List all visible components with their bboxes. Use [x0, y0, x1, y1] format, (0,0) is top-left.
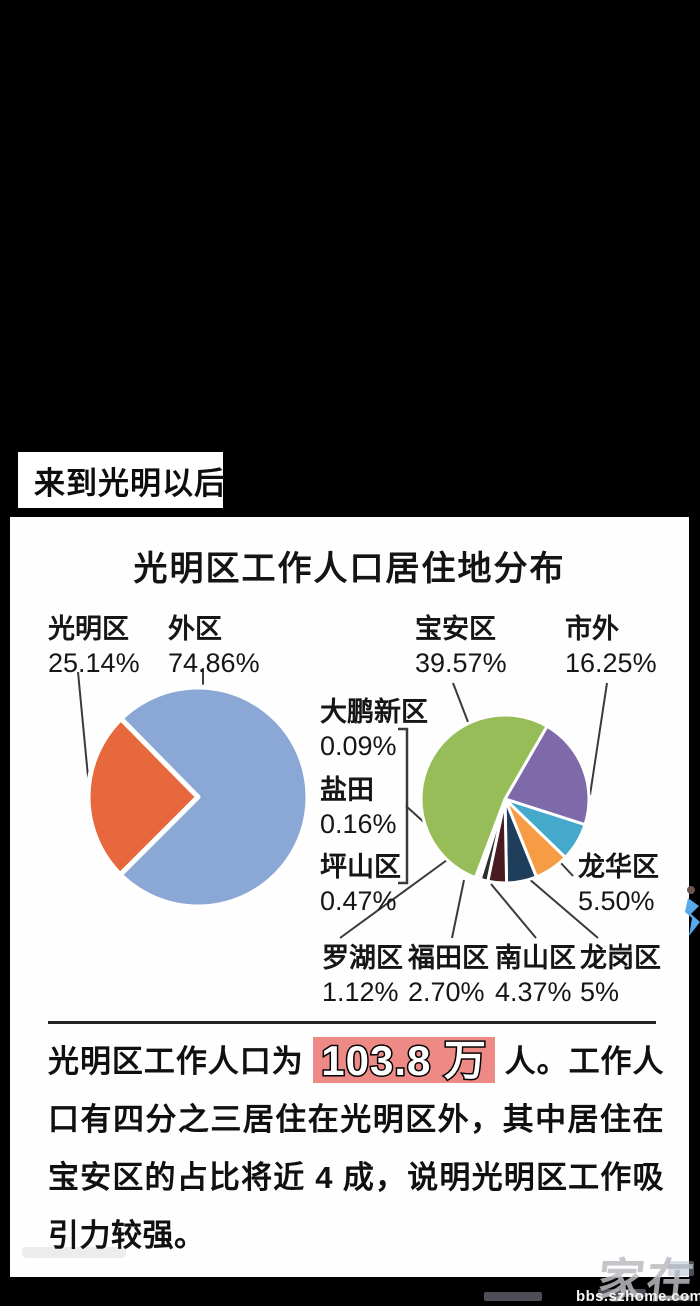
- leader-line: [452, 682, 469, 723]
- label-dapeng-name: 大鹏新区: [320, 697, 428, 727]
- subtitle-dash-2: [598, 1289, 646, 1297]
- label-waiqu-value: 74.86%: [168, 648, 260, 678]
- leader-line: [77, 671, 90, 788]
- label-longhua-value: 5.50%: [578, 886, 655, 916]
- label-guangming: 光明区 25.14%: [48, 612, 140, 680]
- label-pingshan: 坪山区 0.47%: [320, 850, 401, 918]
- label-futian-value: 2.70%: [408, 977, 485, 1007]
- label-nanshan: 南山区 4.37%: [495, 941, 576, 1009]
- summary-paragraph: 光明区工作人口为 103.8 万 人。工作人口有四分之三居住在光明区外，其中居住…: [48, 1033, 664, 1265]
- caption-tag-label: 来到光明以后: [34, 465, 226, 501]
- divider-line: [48, 1021, 656, 1024]
- pie-charts-svg: [77, 668, 608, 939]
- label-luohu-name: 罗湖区: [322, 943, 403, 973]
- label-luohu-value: 1.12%: [322, 977, 399, 1007]
- label-pingshan-value: 0.47%: [320, 886, 397, 916]
- leader-line: [527, 877, 599, 939]
- left-pie: [85, 684, 311, 910]
- label-shiwai-name: 市外: [565, 614, 619, 644]
- label-baoan-value: 39.57%: [415, 648, 507, 678]
- label-yantian-name: 盐田: [320, 775, 374, 805]
- pie-slice-市外: [503, 724, 591, 827]
- label-shiwai: 市外 16.25%: [565, 612, 657, 680]
- label-baoan: 宝安区 39.57%: [415, 612, 507, 680]
- label-dapeng-value: 0.09%: [320, 731, 397, 761]
- label-longgang-name: 龙岗区: [580, 943, 661, 973]
- label-pingshan-name: 坪山区: [320, 852, 401, 882]
- right-pie: [419, 713, 591, 885]
- leader-line: [451, 879, 465, 939]
- label-longgang-value: 5%: [580, 977, 620, 1007]
- label-luohu: 罗湖区 1.12%: [322, 941, 403, 1009]
- watermark-chip: [668, 1261, 694, 1276]
- pie-slice-宝安区: [419, 713, 549, 880]
- watermark-site-url: bbs.szhome.com: [576, 1288, 700, 1305]
- label-longhua-name: 龙华区: [578, 852, 659, 882]
- leader-line: [339, 859, 448, 939]
- label-yantian: 盐田 0.16%: [320, 773, 397, 841]
- pie-slice-外区: [117, 684, 311, 910]
- pie-slice-光明区: [85, 716, 201, 878]
- leader-line: [490, 883, 537, 939]
- faint-watermark-smudge: [22, 1247, 126, 1258]
- label-waiqu: 外区 74.86%: [168, 612, 260, 680]
- leader-line: [589, 682, 608, 796]
- chart-title: 光明区工作人口居住地分布: [133, 550, 566, 588]
- label-nanshan-value: 4.37%: [495, 977, 572, 1007]
- label-dapeng: 大鹏新区 0.09%: [320, 695, 428, 763]
- label-futian: 福田区 2.70%: [408, 941, 489, 1009]
- label-longhua: 龙华区 5.50%: [578, 850, 659, 918]
- summary-text-after: 人。工作人口有四分之三居住在光明区外，其中居住在宝安区的占比将近 4 成，说明光…: [48, 1044, 664, 1253]
- label-guangming-value: 25.14%: [48, 648, 140, 678]
- label-yantian-value: 0.16%: [320, 809, 397, 839]
- subtitle-dash-1: [484, 1292, 542, 1301]
- chart-panel: 光明区工作人口居住地分布 光明区 25.14% 外区 74.86% 宝安区 39…: [10, 517, 689, 1277]
- label-guangming-name: 光明区: [48, 614, 129, 644]
- caption-tag: 来到光明以后: [18, 452, 226, 508]
- small-slices-bracket: [398, 727, 409, 885]
- label-longgang: 龙岗区 5%: [580, 941, 661, 1009]
- label-shiwai-value: 16.25%: [565, 648, 657, 678]
- label-futian-name: 福田区: [408, 943, 489, 973]
- edge-watermark-icon: [685, 886, 700, 936]
- highlight-number: 103.8 万: [313, 1037, 496, 1084]
- label-nanshan-name: 南山区: [495, 943, 576, 973]
- label-waiqu-name: 外区: [168, 614, 222, 644]
- summary-text-before: 光明区工作人口为: [48, 1044, 304, 1079]
- label-baoan-name: 宝安区: [415, 614, 496, 644]
